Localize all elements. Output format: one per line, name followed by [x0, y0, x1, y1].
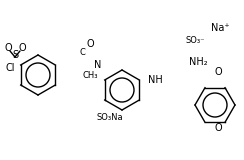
Text: O: O — [18, 43, 26, 53]
Text: SO₃⁻: SO₃⁻ — [185, 36, 205, 44]
Text: Cl: Cl — [5, 63, 15, 73]
Text: N: N — [94, 60, 102, 70]
Text: C: C — [79, 48, 85, 56]
Text: O: O — [86, 39, 94, 49]
Text: CH₃: CH₃ — [82, 71, 98, 80]
Text: O: O — [4, 43, 12, 53]
Text: O: O — [214, 123, 222, 133]
Text: SO₃Na: SO₃Na — [97, 113, 123, 123]
Text: S: S — [12, 50, 18, 60]
Text: NH: NH — [148, 75, 162, 85]
Text: O: O — [214, 67, 222, 77]
Text: NH₂: NH₂ — [189, 57, 207, 67]
Text: Na⁺: Na⁺ — [211, 23, 229, 33]
